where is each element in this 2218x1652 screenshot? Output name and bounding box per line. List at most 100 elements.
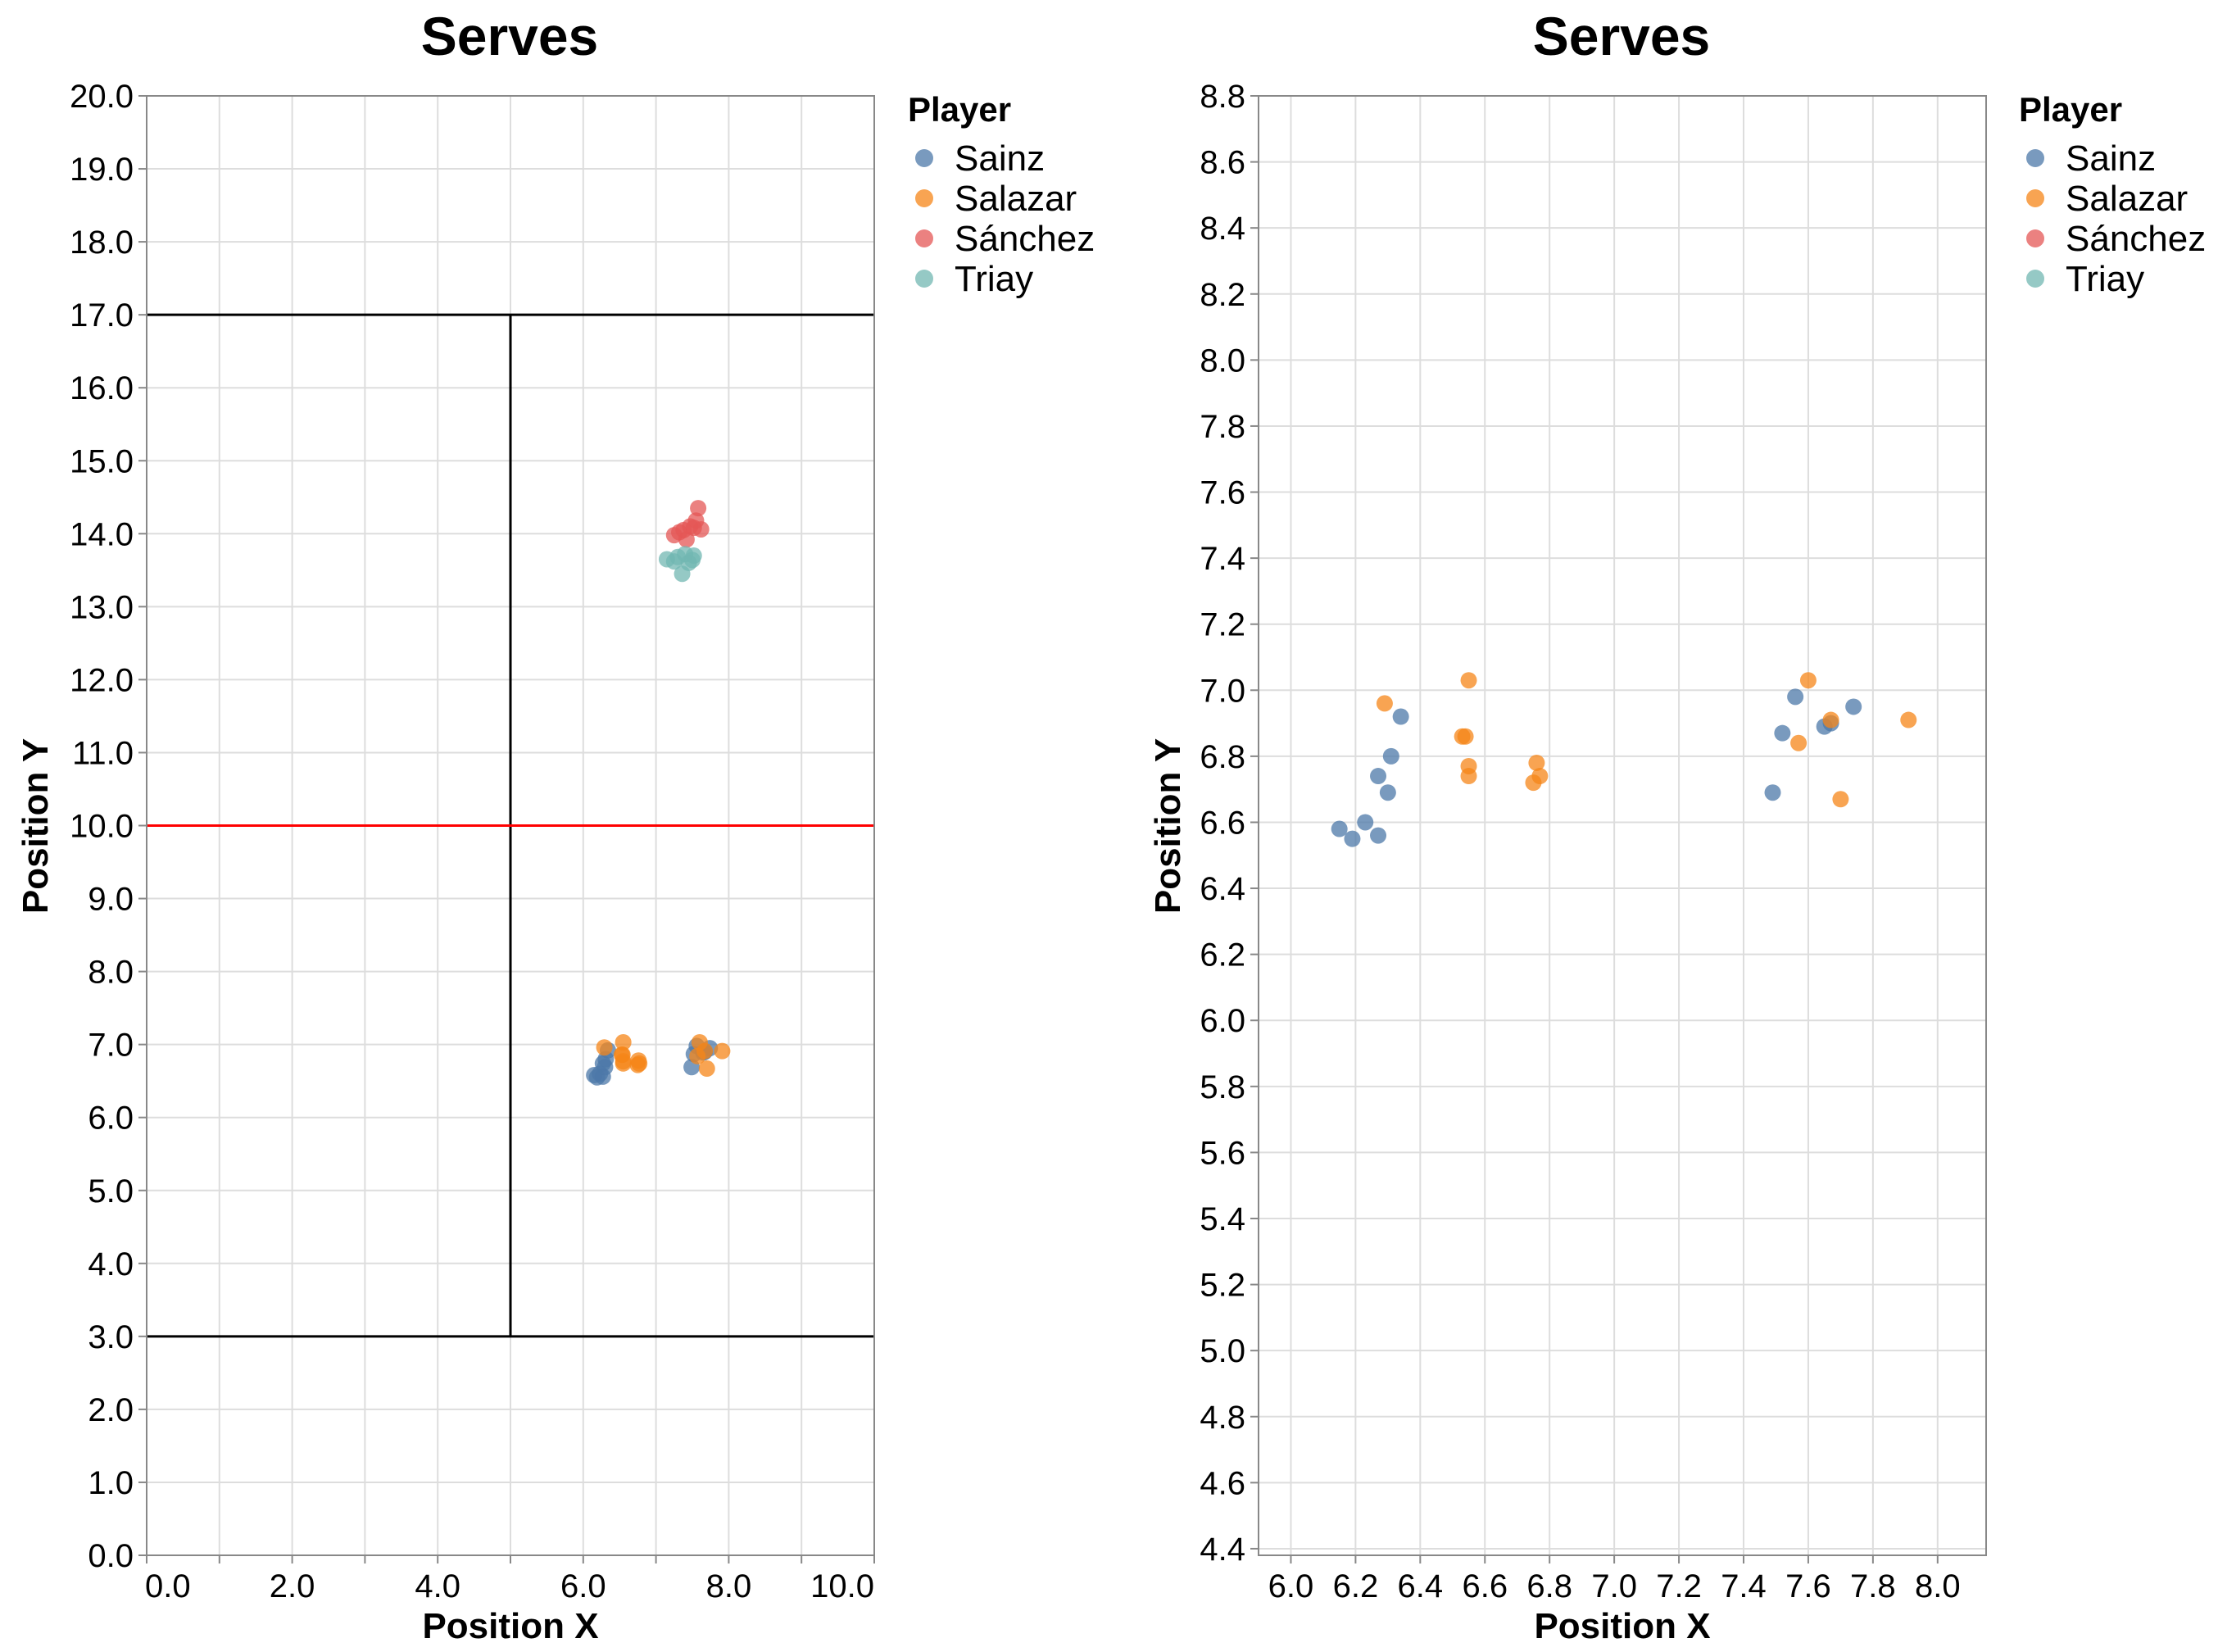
legend-label-triay: Triay bbox=[955, 259, 1033, 299]
point-salazar bbox=[1531, 768, 1549, 785]
point-sainz bbox=[1379, 784, 1396, 801]
right-x-tick-label: 6.2 bbox=[1333, 1568, 1379, 1604]
left-y-tick-label: 3.0 bbox=[88, 1319, 134, 1355]
right-y-tick-label: 7.4 bbox=[1200, 541, 1245, 577]
left-x-tick-label: 10.0 bbox=[810, 1568, 874, 1604]
legend-label-salazar: Salazar bbox=[955, 179, 1077, 219]
legend-symbol-sanchez bbox=[2026, 229, 2044, 247]
right-y-tick-label: 5.0 bbox=[1200, 1333, 1245, 1369]
left-x-tick-label: 0.0 bbox=[145, 1568, 191, 1604]
chart-left-title: Serves bbox=[421, 6, 599, 66]
point-salazar bbox=[596, 1039, 613, 1056]
right-y-tick-label: 7.2 bbox=[1200, 607, 1245, 643]
point-sainz bbox=[1845, 698, 1862, 715]
right-x-tick-label: 8.0 bbox=[1915, 1568, 1961, 1604]
right-y-tick-label: 4.8 bbox=[1200, 1400, 1245, 1436]
left-y-tick-label: 19.0 bbox=[70, 152, 134, 188]
point-sainz bbox=[1382, 747, 1399, 765]
left-y-tick-label: 1.0 bbox=[88, 1465, 134, 1501]
right-y-tick-label: 7.0 bbox=[1200, 673, 1245, 709]
point-sainz bbox=[1787, 688, 1804, 706]
left-y-tick-label: 4.0 bbox=[88, 1246, 134, 1282]
left-y-tick-label: 5.0 bbox=[88, 1173, 134, 1210]
chart-right: Serves 6.0 6.2 6.4 6.6 6.8 7.0 7.2 7.4 7.6 7.8 8.0… bbox=[1148, 6, 2206, 1646]
legend-symbol-triay bbox=[915, 270, 933, 288]
point-salazar bbox=[1822, 711, 1839, 728]
right-y-tick-label: 6.2 bbox=[1200, 937, 1245, 974]
right-y-tick-label: 6.6 bbox=[1200, 805, 1245, 841]
point-sainz bbox=[1370, 827, 1387, 844]
point-salazar bbox=[631, 1055, 648, 1072]
legend-label-sainz: Sainz bbox=[955, 138, 1045, 179]
legend-label-sanchez: Sánchez bbox=[2066, 219, 2206, 259]
point-sanchez bbox=[692, 520, 710, 538]
right-y-tick-label: 8.0 bbox=[1200, 343, 1245, 379]
right-x-tick-label: 7.0 bbox=[1591, 1568, 1637, 1604]
left-y-tick-label: 20.0 bbox=[70, 79, 134, 115]
legend-label-triay: Triay bbox=[2066, 259, 2144, 299]
right-y-tick-label: 5.2 bbox=[1200, 1268, 1245, 1304]
court-lines bbox=[147, 313, 874, 1338]
legend-symbol-sainz bbox=[915, 149, 933, 167]
left-y-tick-label: 16.0 bbox=[70, 370, 134, 406]
left-y-tick-label: 9.0 bbox=[88, 882, 134, 918]
point-salazar bbox=[1376, 695, 1393, 712]
right-y-tick-label: 7.8 bbox=[1200, 409, 1245, 445]
point-salazar bbox=[1460, 672, 1477, 689]
right-x-tick-label: 7.6 bbox=[1785, 1568, 1831, 1604]
right-x-tick-label: 7.8 bbox=[1850, 1568, 1896, 1604]
chart-left-ticks: 0.0 2.0 4.0 6.0 8.0 10.0 0.0 1.0 2.0 3.0 4.0 5.0 6.0… bbox=[70, 79, 875, 1604]
legend-symbol-salazar bbox=[2026, 189, 2044, 207]
chart-right-title: Serves bbox=[1533, 6, 1711, 66]
point-salazar bbox=[615, 1055, 632, 1072]
right-y-tick-label: 6.8 bbox=[1200, 739, 1245, 775]
point-sainz bbox=[1331, 820, 1348, 837]
right-y-tick-label: 8.8 bbox=[1200, 79, 1245, 115]
point-salazar bbox=[615, 1033, 632, 1051]
point-salazar bbox=[1900, 711, 1917, 728]
chart-left-points bbox=[586, 500, 731, 1086]
left-x-tick-label: 2.0 bbox=[270, 1568, 315, 1604]
right-x-tick-label: 6.0 bbox=[1268, 1568, 1314, 1604]
legend-symbol-triay bbox=[2026, 270, 2044, 288]
chart-right-legend-title: Player bbox=[2019, 90, 2122, 129]
legend-symbol-sainz bbox=[2026, 149, 2044, 167]
point-salazar bbox=[714, 1042, 731, 1060]
left-x-tick-label: 8.0 bbox=[706, 1568, 752, 1604]
left-y-tick-label: 7.0 bbox=[88, 1028, 134, 1064]
point-salazar bbox=[1790, 734, 1808, 751]
chart-right-plot-frame bbox=[1258, 95, 1987, 1556]
point-sanchez bbox=[678, 531, 695, 548]
right-x-tick-label: 6.4 bbox=[1398, 1568, 1444, 1604]
right-y-tick-label: 5.4 bbox=[1200, 1201, 1245, 1237]
point-sainz bbox=[1357, 814, 1374, 831]
right-x-tick-label: 6.6 bbox=[1462, 1568, 1508, 1604]
legend-label-salazar: Salazar bbox=[2066, 179, 2188, 219]
legend-label-sanchez: Sánchez bbox=[955, 219, 1095, 259]
point-triay bbox=[685, 547, 702, 565]
left-y-tick-label: 15.0 bbox=[70, 443, 134, 479]
point-sainz bbox=[1764, 784, 1781, 801]
chart-left-y-axis-title: Position Y bbox=[16, 738, 56, 914]
left-x-tick-label: 4.0 bbox=[415, 1568, 460, 1604]
point-salazar bbox=[1528, 754, 1545, 771]
left-x-tick-label: 6.0 bbox=[560, 1568, 606, 1604]
left-y-tick-label: 0.0 bbox=[88, 1538, 134, 1574]
right-y-tick-label: 4.6 bbox=[1200, 1465, 1245, 1501]
right-y-tick-label: 6.0 bbox=[1200, 1003, 1245, 1039]
chart-left-x-axis-title: Position X bbox=[422, 1606, 598, 1646]
point-sainz bbox=[1774, 724, 1791, 742]
point-salazar bbox=[1799, 672, 1817, 689]
left-y-tick-label: 17.0 bbox=[70, 297, 134, 334]
left-y-tick-label: 18.0 bbox=[70, 225, 134, 261]
point-salazar bbox=[696, 1042, 714, 1060]
right-y-tick-label: 8.2 bbox=[1200, 277, 1245, 313]
right-x-tick-label: 7.2 bbox=[1656, 1568, 1702, 1604]
left-y-tick-label: 8.0 bbox=[88, 955, 134, 991]
point-sanchez bbox=[690, 500, 707, 517]
chart-right-points bbox=[1331, 672, 1917, 847]
